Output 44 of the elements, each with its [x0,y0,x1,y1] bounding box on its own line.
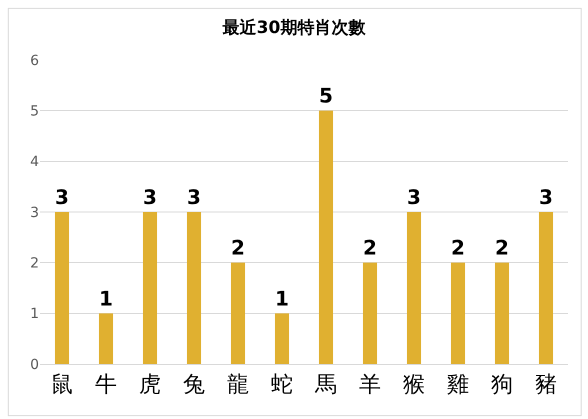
data-label: 3 [187,185,201,209]
data-label: 3 [143,185,157,209]
y-tick-label: 2 [30,256,39,272]
x-tick-label: 蛇 [271,372,293,398]
data-label: 1 [275,286,289,310]
y-tick-label: 0 [30,356,39,373]
x-tick-label: 鼠 [51,372,73,398]
x-tick-label: 虎 [139,372,161,398]
data-label: 2 [495,236,509,260]
data-label: 3 [407,185,421,209]
bar [406,212,422,364]
data-label: 1 [99,286,113,310]
x-tick-label: 豬 [535,372,557,398]
y-tick-label: 3 [30,204,39,221]
data-label: 5 [319,84,333,108]
bar [362,262,378,364]
y-tick-label: 4 [30,154,40,170]
x-tick-label: 龍 [227,372,249,398]
bar [186,212,202,364]
bar [450,262,466,364]
x-tick-label: 兔 [183,372,205,398]
x-tick-label: 牛 [95,372,117,398]
y-tick-label: 1 [30,306,39,322]
bar [274,313,290,364]
bar [494,262,510,364]
data-label: 2 [451,236,465,260]
data-label: 2 [363,236,377,260]
y-tick-label: 6 [30,52,40,69]
x-tick-label: 猴 [403,372,425,398]
bar [538,212,554,364]
chart-title: 最近30期特肖次數 [222,18,366,38]
data-label: 2 [231,236,245,260]
bar [318,110,334,364]
bar [98,313,114,364]
bar [54,212,70,364]
x-tick-label: 雞 [447,372,469,398]
data-label: 3 [55,185,69,209]
bar [142,212,158,364]
y-tick-label: 5 [30,104,39,120]
bar [230,262,246,364]
x-tick-label: 馬 [314,372,337,398]
data-label: 3 [539,185,553,209]
x-tick-label: 羊 [359,372,381,398]
x-tick-label: 狗 [491,372,513,398]
